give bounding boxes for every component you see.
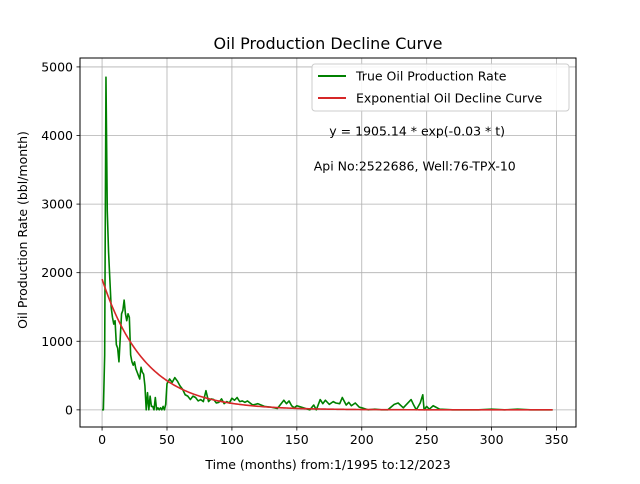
x-tick-label: 0 — [98, 432, 106, 447]
axis-ticks: 0 50 100 150 200 250 300 350 0 1000 2000 3000 4000 50… — [41, 59, 568, 447]
x-tick-label: 250 — [415, 432, 439, 447]
x-tick-label: 350 — [545, 432, 569, 447]
legend-box — [311, 63, 570, 112]
x-tick-label: 100 — [220, 432, 244, 447]
y-tick-label: 5000 — [41, 59, 73, 74]
legend: True Oil Production Rate Exponential Oil… — [311, 63, 570, 112]
equation-annotation: y = 1905.14 * exp(-0.03 * t) — [329, 124, 505, 139]
chart-title: Oil Production Decline Curve — [214, 34, 443, 53]
x-tick-label: 50 — [159, 432, 175, 447]
series-line-exponential-decline — [101, 278, 553, 411]
legend-label-decline-curve: Exponential Oil Decline Curve — [356, 91, 543, 106]
y-axis-label: Oil Production Rate (bbl/month) — [15, 131, 30, 329]
y-tick-label: 1000 — [41, 334, 73, 349]
plot-frame — [79, 57, 577, 428]
legend-label-true-rate: True Oil Production Rate — [355, 69, 507, 84]
x-axis-label: Time (months) from:1/1995 to:12/2023 — [204, 457, 450, 472]
y-tick-label: 4000 — [41, 128, 73, 143]
y-tick-label: 3000 — [41, 197, 73, 212]
series-layer — [101, 76, 553, 411]
x-tick-label: 200 — [350, 432, 374, 447]
x-tick-label: 300 — [480, 432, 504, 447]
x-tick-label: 150 — [285, 432, 309, 447]
y-tick-label: 0 — [65, 402, 73, 417]
y-tick-label: 2000 — [41, 265, 73, 280]
well-info-annotation: Api No:2522686, Well:76-TPX-10 — [314, 158, 516, 173]
